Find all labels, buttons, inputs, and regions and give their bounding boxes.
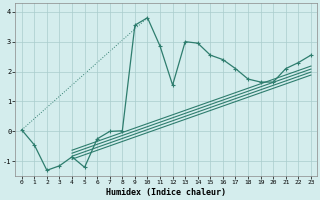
X-axis label: Humidex (Indice chaleur): Humidex (Indice chaleur) — [106, 188, 226, 197]
